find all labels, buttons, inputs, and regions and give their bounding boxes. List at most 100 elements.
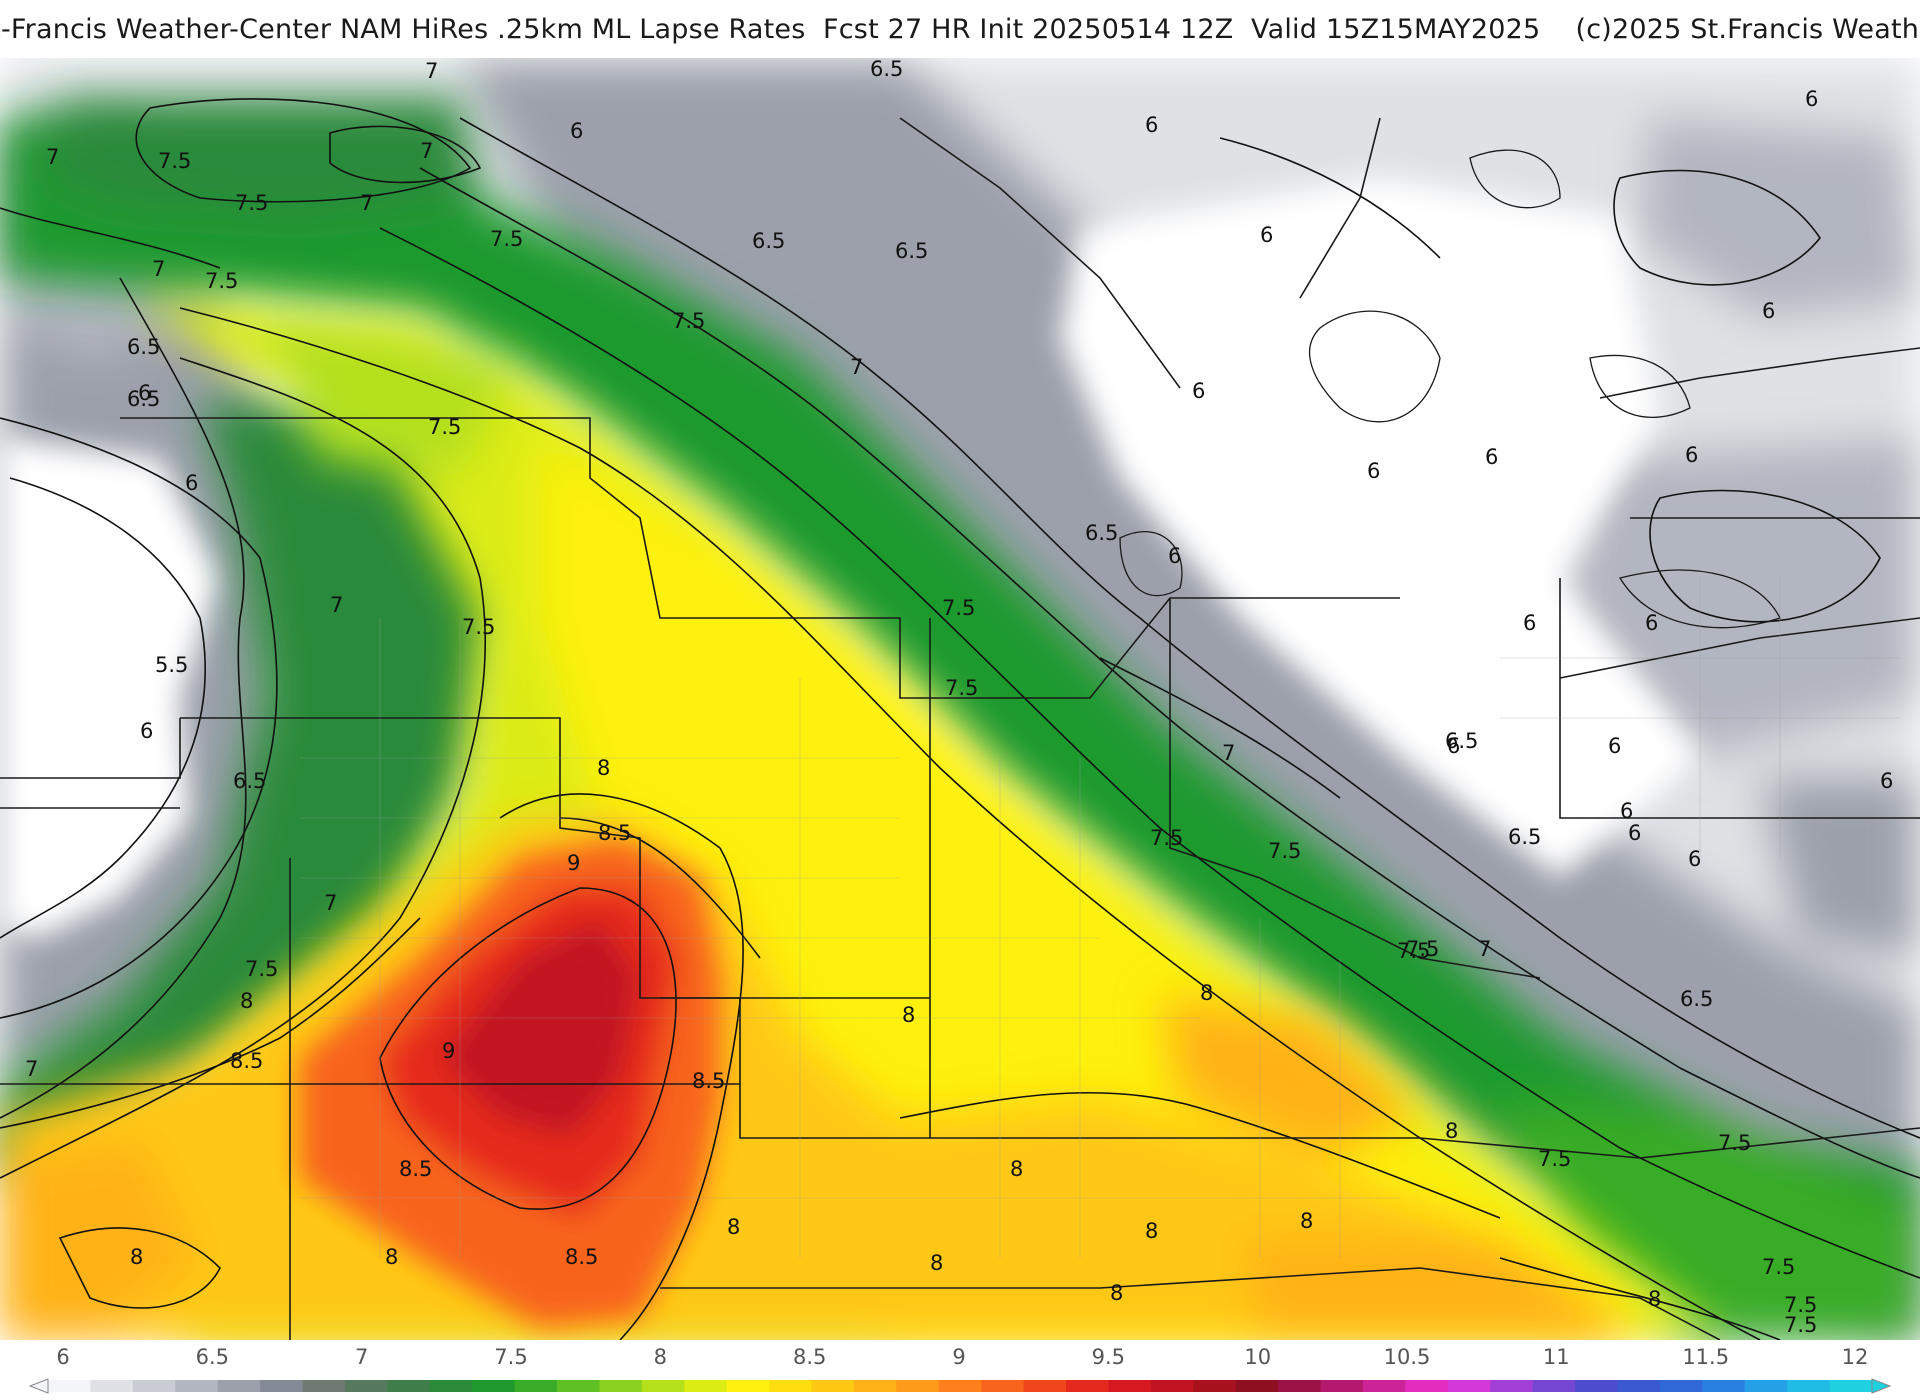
legend-colorbar [48,1380,1873,1392]
field-white-regions [0,178,1700,938]
legend-right-arrow [1871,1378,1892,1394]
contour-label: 8 [727,1215,740,1239]
legend-tick-label: 8 [654,1345,667,1369]
contour-label: 7 [425,59,438,83]
legend-color-swatch [514,1380,558,1392]
contour-label: 6.5 [127,387,160,411]
legend-tick-label: 7 [355,1345,368,1369]
contour-label: 8 [1445,1119,1458,1143]
legend-color-swatch [1320,1380,1364,1392]
legend-color-swatch [1575,1380,1619,1392]
contour-label: 6.5 [233,769,266,793]
legend-color-swatch [387,1380,431,1392]
contour-label: 6.5 [1508,825,1541,849]
contour-label: 6 [1645,611,1658,635]
contour-label: 6.5 [1680,987,1713,1011]
contour-label: 6 [138,381,151,405]
contour-label: 9 [567,851,580,875]
contour-label: 6 [1620,799,1633,823]
legend-tick-label: 11.5 [1682,1345,1729,1369]
contour-label: 7 [25,1057,38,1081]
field-red-core [300,838,720,1328]
legend-color-swatch [1193,1380,1237,1392]
contour-label: 7 [152,257,165,281]
legend-color-swatch [175,1380,219,1392]
contour-label: 8 [902,1003,915,1027]
contour-label: 6 [1485,445,1498,469]
contour-label: 6 [1192,379,1205,403]
contour-label: 6 [140,719,153,743]
contour-label: 6.5 [895,239,928,263]
contour-label: 7.5 [1406,937,1439,961]
contour-label: 8.5 [598,821,631,845]
contour-lines [0,98,1920,1340]
contour-label: 6 [1608,734,1621,758]
contour-label: 7.5 [1762,1255,1795,1279]
legend-color-swatch [1108,1380,1152,1392]
contour-label: 7.5 [1150,826,1183,850]
legend-tick-label: 10 [1244,1345,1271,1369]
legend-color-swatch [769,1380,813,1392]
contour-label: 7.5 [235,191,268,215]
color-legend: 6 6.5 7 7.5 8 8.5 9 9.5 10 10.5 11 11.5 12 [0,1340,1920,1400]
legend-color-swatch [641,1380,685,1392]
contour-label: 6.5 [1085,521,1118,545]
contour-label: 6 [1168,544,1181,568]
legend-tick-label: 6.5 [196,1345,229,1369]
contour-label: 8 [930,1251,943,1275]
legend-color-swatch [1235,1380,1279,1392]
legend-color-swatch [1362,1380,1406,1392]
legend-left-arrow [28,1378,49,1394]
contour-label: 8 [1648,1287,1661,1311]
contour-label: 6.5 [1445,729,1478,753]
legend-color-swatch [1405,1380,1449,1392]
contour-labels: 7 6.5 6 6 6 7 7.5 7 7 7.5 7.5 7.5 6.5 6.… [25,58,1893,1337]
title-bar: St-Francis Weather-Center NAM HiRes .25k… [0,0,1920,58]
legend-color-swatch [1744,1380,1788,1392]
contour-label: 7 [330,593,343,617]
legend-color-swatch [1023,1380,1067,1392]
contour-label: 6 [1523,611,1536,635]
contour-label: 6 [1367,459,1380,483]
contour-label: 6 [1688,847,1701,871]
contour-label: 8 [240,989,253,1013]
legend-color-swatch [1702,1380,1746,1392]
contour-label: 6.5 [127,335,160,359]
contour-label: 6 [1880,769,1893,793]
contour-label: 8.5 [399,1157,432,1181]
contour-label: 8.5 [565,1245,598,1269]
legend-color-swatch [599,1380,643,1392]
map-canvas: 7 6.5 6 6 6 7 7.5 7 7 7.5 7.5 7.5 6.5 6.… [0,58,1920,1340]
legend-color-swatch [1829,1380,1873,1392]
legend-color-swatch [853,1380,897,1392]
legend-color-swatch [557,1380,601,1392]
contour-label: 6 [1145,113,1158,137]
legend-color-swatch [726,1380,770,1392]
contour-label: 6 [1685,443,1698,467]
legend-tick-label: 7.5 [494,1345,527,1369]
contour-label: 8 [385,1245,398,1269]
contour-label: 7.5 [1784,1293,1817,1317]
contour-label: 7.5 [672,309,705,333]
contour-label: 7 [850,355,863,379]
contour-label: 6 [185,471,198,495]
contour-label: 7 [360,191,373,215]
contour-label: 6.5 [870,58,903,81]
legend-color-swatch [938,1380,982,1392]
legend-tick-label: 12 [1842,1345,1869,1369]
contour-label: 7.5 [158,149,191,173]
legend-tick-label: 9 [952,1345,965,1369]
legend-color-swatch [90,1380,134,1392]
legend-tick-labels: 6 6.5 7 7.5 8 8.5 9 9.5 10 10.5 11 11.5 12 [56,1345,1868,1369]
contour-label: 8 [1110,1281,1123,1305]
legend-canvas: 6 6.5 7 7.5 8 8.5 9 9.5 10 10.5 11 11.5 12 [28,1345,1892,1394]
legend-color-swatch [811,1380,855,1392]
legend-color-swatch [1787,1380,1831,1392]
contour-label: 7 [324,891,337,915]
contour-label: 8 [130,1245,143,1269]
legend-color-swatch [344,1380,388,1392]
contour-label: 6 [1447,734,1460,758]
legend-color-swatch [1490,1380,1534,1392]
legend-color-swatch [217,1380,261,1392]
legend-color-swatch [1659,1380,1703,1392]
